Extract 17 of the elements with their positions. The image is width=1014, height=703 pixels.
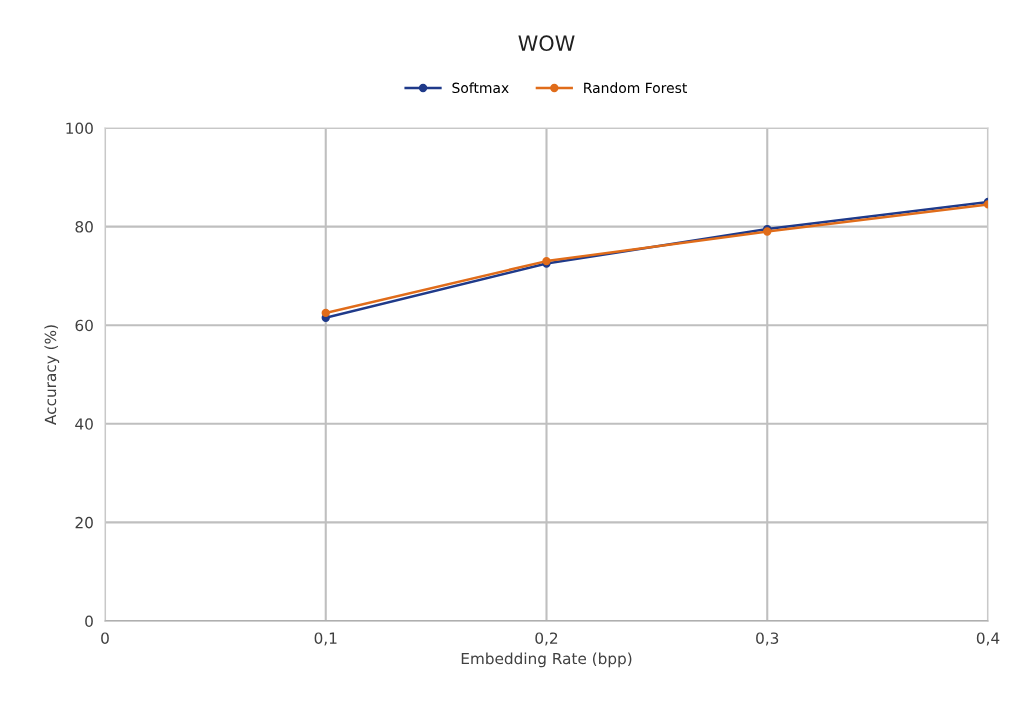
x-tick-label: 0,3 [756,632,779,646]
y-tick-label: 40 [75,418,93,430]
y-tick-label: 100 [66,122,93,135]
legend-label: Random Forest [584,82,687,94]
y-axis-title: Accuracy (%) [44,325,60,425]
chart-title: WOW [518,35,575,52]
y-tick-label: 80 [75,221,93,233]
y-tick-label: 20 [75,516,93,529]
y-tick-label: 60 [75,319,93,332]
x-tick-label: 0,2 [535,632,558,646]
x-axis-title: Embedding Rate (bpp) [461,652,632,668]
point [321,308,330,318]
x-tick-label: 0,1 [314,632,337,646]
legend-label: Softmax [452,82,509,94]
x-tick-label: 0,4 [976,632,1000,646]
y-tick-label: 0 [85,615,93,628]
x-tick-label: 0 [101,632,109,644]
